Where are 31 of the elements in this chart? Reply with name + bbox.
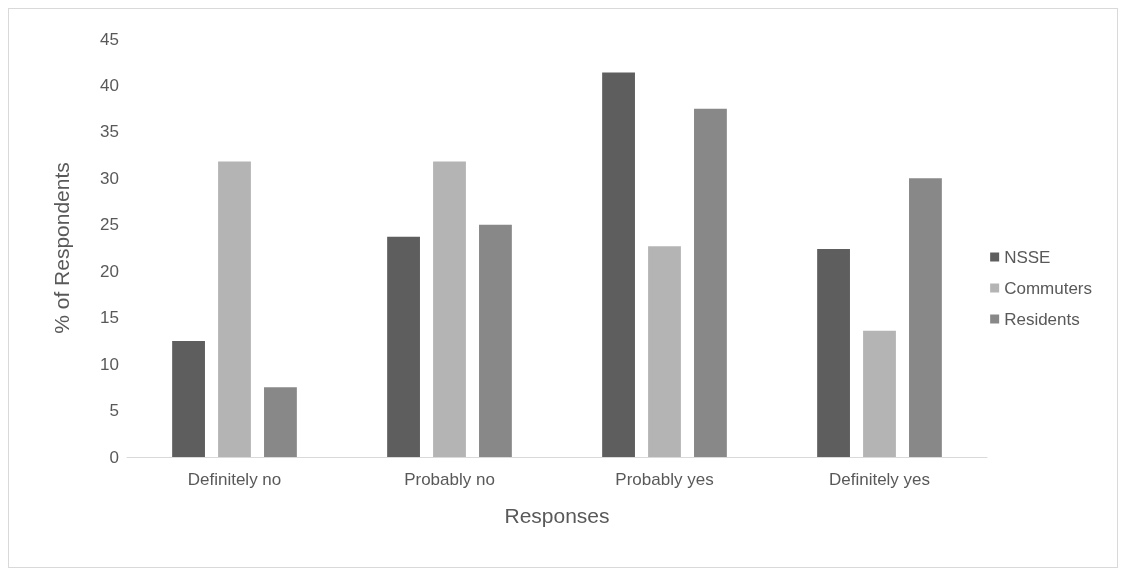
y-tick-label: 20 xyxy=(100,261,119,281)
x-tick-label: Definitely yes xyxy=(828,470,931,489)
legend-label: Commuters xyxy=(1004,278,1093,298)
x-tick-label: Probably yes xyxy=(615,470,714,489)
y-tick-label: 10 xyxy=(100,354,119,374)
legend-label: NSSE xyxy=(1004,247,1051,267)
y-tick-label: 40 xyxy=(100,75,119,95)
bar xyxy=(602,72,635,457)
bar xyxy=(218,161,251,457)
x-axis-title: Responses xyxy=(504,504,610,527)
bar xyxy=(387,236,420,457)
bar xyxy=(817,248,850,457)
x-tick-label: Definitely no xyxy=(187,470,282,489)
y-tick-label: 25 xyxy=(100,215,119,235)
bar xyxy=(648,246,681,457)
legend-label: Residents xyxy=(1004,309,1080,329)
bar xyxy=(433,161,466,457)
y-tick-label: 35 xyxy=(100,122,119,142)
y-tick-label: 15 xyxy=(100,308,119,328)
x-tick-label: Probably no xyxy=(404,470,495,489)
y-tick-label: 45 xyxy=(100,29,119,49)
bar xyxy=(694,108,727,457)
y-tick-label: 0 xyxy=(109,447,119,467)
bar xyxy=(172,340,205,457)
bar xyxy=(909,178,942,457)
bar xyxy=(479,224,512,457)
bar xyxy=(264,387,297,457)
bar xyxy=(863,330,896,457)
y-tick-label: 30 xyxy=(100,168,119,188)
y-axis-title: % of Respondents xyxy=(50,162,73,334)
y-tick-label: 5 xyxy=(109,401,119,421)
